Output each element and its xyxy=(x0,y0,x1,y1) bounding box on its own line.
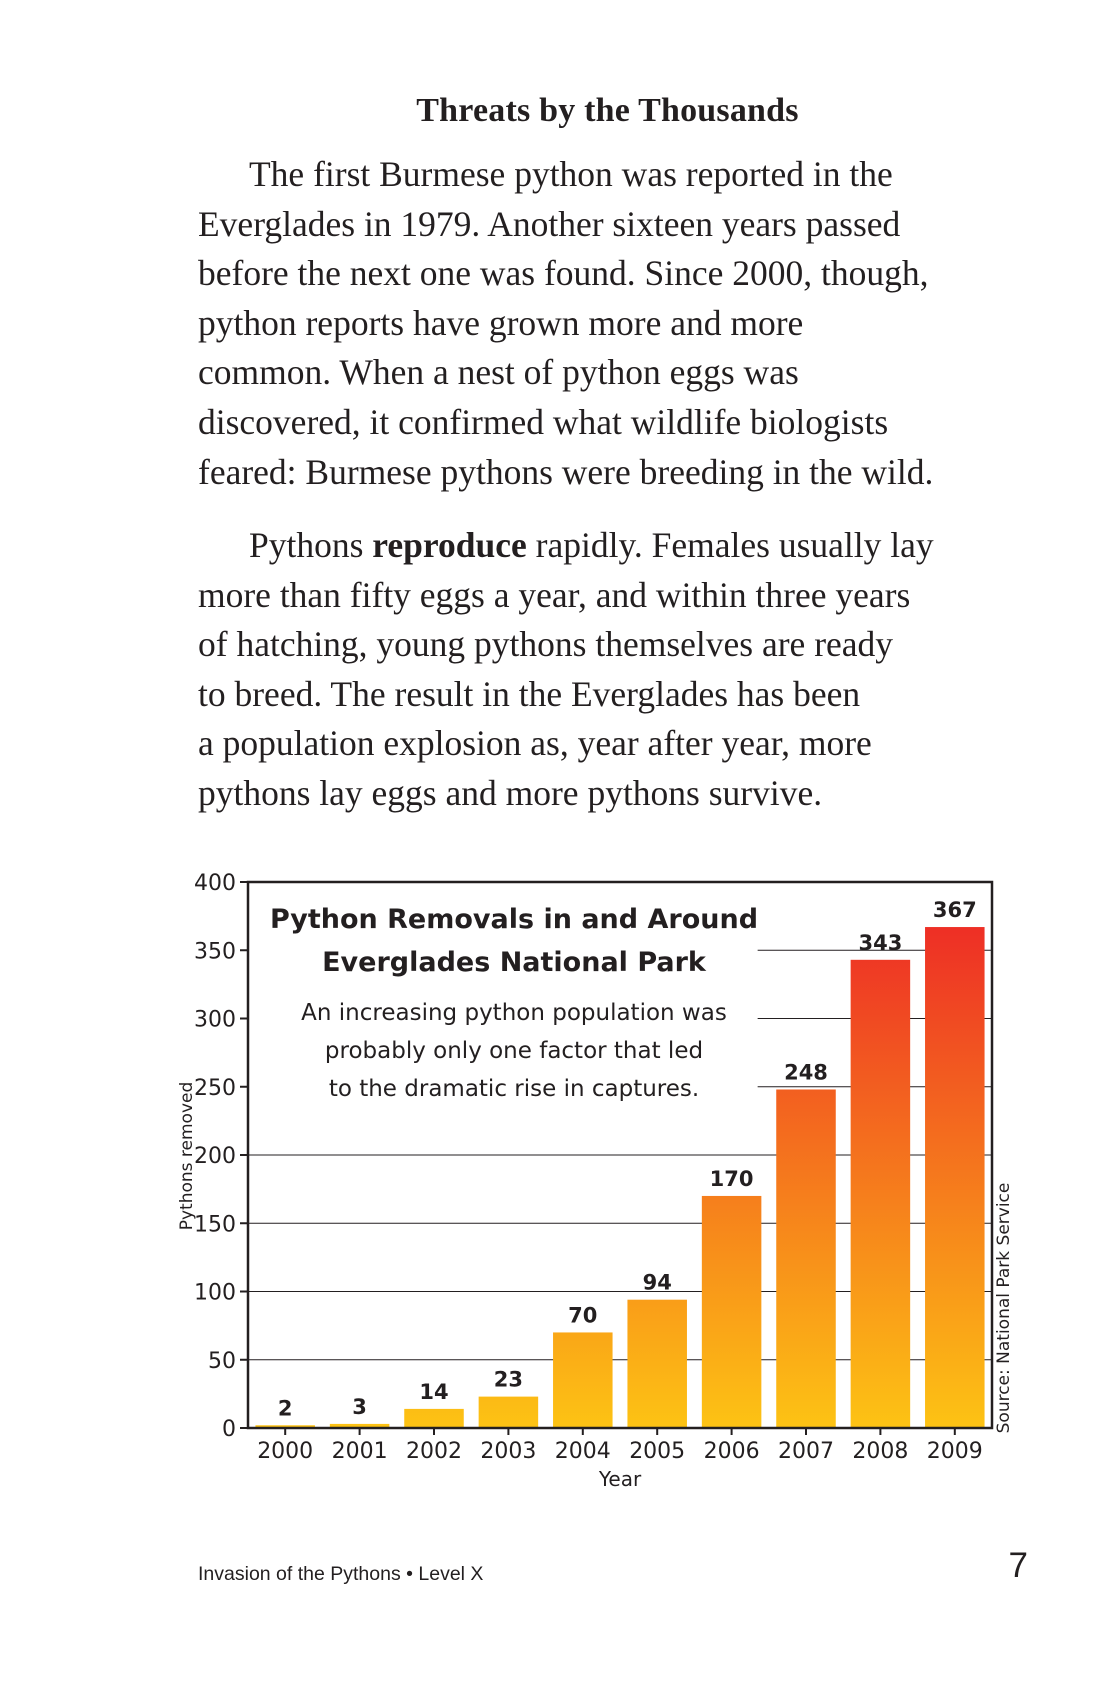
paragraph-text: rapidly. Females usually lay xyxy=(526,525,934,565)
paragraph-text: Pythons xyxy=(249,525,373,565)
bar-2004 xyxy=(553,1332,613,1428)
paragraph-line: discovered, it confirmed what wildlife b… xyxy=(198,401,889,442)
x-tick-label: 2004 xyxy=(555,1439,611,1464)
paragraph-line: of hatching, young pythons themselves ar… xyxy=(198,624,894,665)
y-tick-label: 100 xyxy=(194,1281,236,1306)
paragraph-line: The first Burmese python was reported in… xyxy=(249,154,893,194)
bar-2005 xyxy=(627,1299,687,1428)
chart-annotation-line: to the dramatic rise in captures. xyxy=(329,1076,699,1102)
chart-title-line: Everglades National Park xyxy=(322,947,707,978)
y-axis-label: Pythons removed xyxy=(177,1082,197,1231)
data-label-2007: 248 xyxy=(784,1060,828,1084)
bar-2003 xyxy=(478,1396,539,1428)
x-tick-label: 2009 xyxy=(927,1439,983,1464)
y-tick-label: 50 xyxy=(208,1349,236,1374)
paragraph-line: to breed. The result in the Everglades h… xyxy=(198,673,861,714)
paragraph-1: The first Burmese python was reported in… xyxy=(198,150,1048,497)
paragraph-line: before the next one was found. Since 200… xyxy=(198,253,929,294)
chart-title-line: Python Removals in and Around xyxy=(270,904,758,935)
y-axis-ticks: 0 50 100 150 200 250 300 350 400 xyxy=(194,871,248,1442)
data-label-2001: 3 xyxy=(352,1395,367,1419)
data-label-2004: 70 xyxy=(568,1303,597,1327)
paragraph-line: common. When a nest of python eggs was xyxy=(198,352,799,393)
page-number: 7 xyxy=(1008,1546,1028,1585)
paragraph-line: feared: Burmese pythons were breeding in… xyxy=(198,451,934,492)
x-axis-ticks: 2000 2001 2002 2003 2004 2005 2006 2007 2008 2009 xyxy=(257,1428,983,1464)
paragraph-line: Everglades in 1979. Another sixteen year… xyxy=(198,203,901,244)
x-tick-label: 2003 xyxy=(480,1439,536,1464)
bar-2007 xyxy=(776,1089,836,1428)
bar-2006 xyxy=(701,1195,762,1428)
paragraph-line: more than fifty eggs a year, and within … xyxy=(198,574,911,615)
paragraph-line: a population explosion as, year after ye… xyxy=(198,723,872,764)
data-label-2000: 2 xyxy=(278,1396,293,1420)
data-label-2008: 343 xyxy=(858,931,902,955)
x-tick-label: 2007 xyxy=(778,1439,834,1464)
data-label-2009: 367 xyxy=(933,898,977,922)
x-tick-label: 2001 xyxy=(332,1439,388,1464)
bars xyxy=(255,927,985,1428)
data-label-2005: 94 xyxy=(643,1271,672,1295)
bar-2008 xyxy=(850,959,911,1428)
data-label-2006: 170 xyxy=(710,1167,754,1191)
data-label-2002: 14 xyxy=(419,1380,448,1404)
x-tick-label: 2006 xyxy=(704,1439,760,1464)
y-tick-label: 150 xyxy=(194,1212,236,1237)
paragraph-line: pythons lay eggs and more pythons surviv… xyxy=(198,772,823,813)
y-tick-label: 300 xyxy=(194,1008,236,1033)
footer-book-title: Invasion of the Pythons • Level X xyxy=(198,1563,484,1585)
bar-2002 xyxy=(404,1408,464,1428)
x-tick-label: 2008 xyxy=(852,1439,908,1464)
x-tick-label: 2000 xyxy=(257,1439,313,1464)
y-tick-label: 200 xyxy=(194,1144,236,1169)
y-tick-label: 400 xyxy=(194,871,236,896)
y-tick-label: 350 xyxy=(194,939,236,964)
data-label-2003: 23 xyxy=(494,1368,523,1392)
x-tick-label: 2005 xyxy=(629,1439,685,1464)
paragraph-2: Pythons reproduce rapidly. Females usual… xyxy=(198,521,1048,819)
section-heading: Threats by the Thousands xyxy=(416,92,799,129)
paragraph-line: python reports have grown more and more xyxy=(198,302,804,343)
chart-annotation-line: probably only one factor that led xyxy=(325,1038,703,1064)
paragraph-line: Pythons reproduce rapidly. Females usual… xyxy=(198,521,1048,571)
bar-2009 xyxy=(925,927,985,1428)
bar-2001 xyxy=(329,1423,390,1428)
y-tick-label: 250 xyxy=(194,1076,236,1101)
y-tick-label: 0 xyxy=(222,1417,236,1442)
chart-annotation-line: An increasing python population was xyxy=(301,1000,727,1026)
x-tick-label: 2002 xyxy=(406,1439,462,1464)
x-axis-label: Year xyxy=(598,1467,642,1491)
vocabulary-word: reproduce xyxy=(372,525,527,565)
source-note: Source: National Park Service xyxy=(994,1183,1014,1434)
bar-2000 xyxy=(255,1425,315,1428)
